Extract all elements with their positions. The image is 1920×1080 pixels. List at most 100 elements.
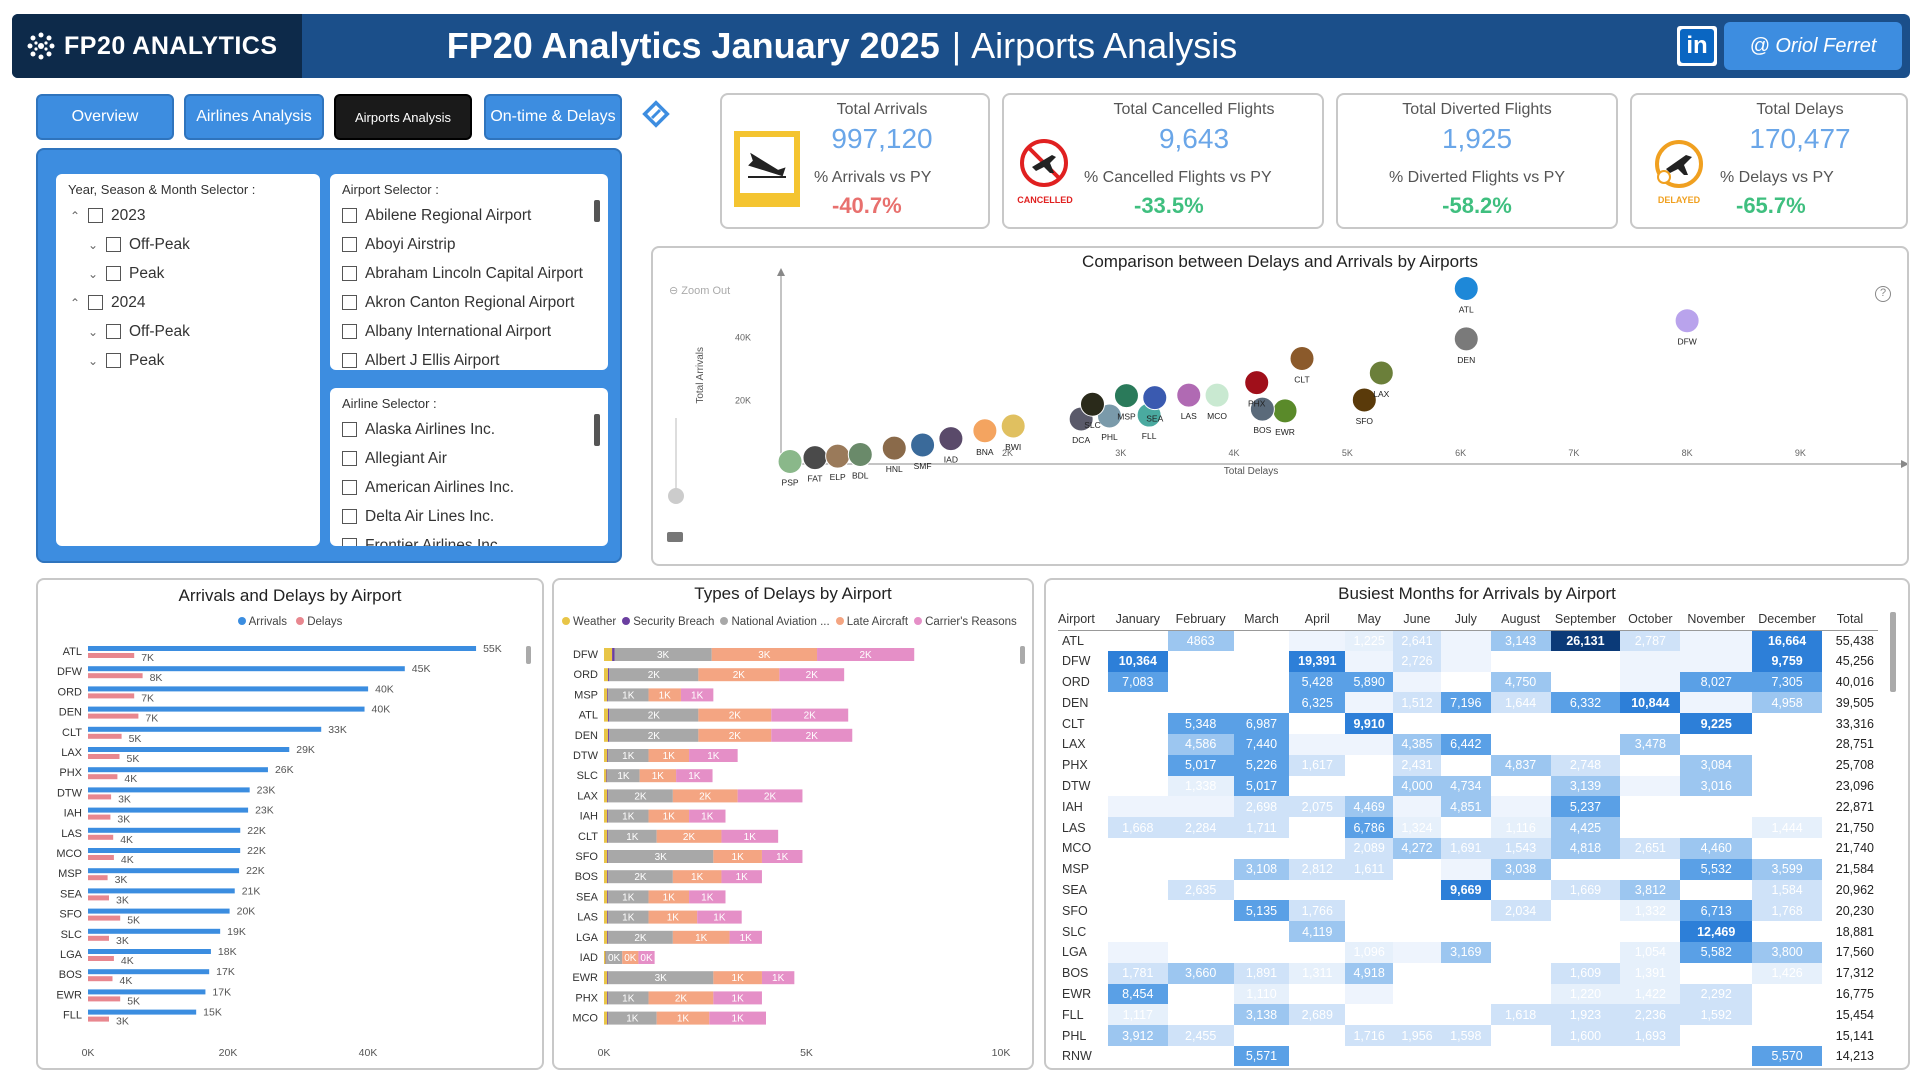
scatter-point[interactable] (1113, 383, 1139, 409)
heatmap-cell[interactable] (1345, 921, 1394, 942)
heatmap-row[interactable]: RNW 5,571 5,570 14,213 (1058, 1045, 1878, 1066)
heatmap-cell[interactable]: 5,226 (1233, 754, 1290, 776)
heatmap-row[interactable]: EWR 8,454 1,110 1,220 1,422 2,292 16,775 (1058, 983, 1878, 1005)
heatmap-row[interactable]: LGA 1,096 3,169 1,054 5,582 3,800 17,560 (1058, 941, 1878, 963)
delay-segment[interactable] (608, 930, 673, 944)
heatmap-column-header[interactable]: April (1289, 608, 1346, 631)
heatmap-scrollbar[interactable] (1890, 612, 1896, 692)
checkbox[interactable] (342, 208, 357, 223)
arrivals-bar[interactable] (88, 888, 235, 894)
heatmap-cell[interactable]: 1,324 (1393, 817, 1441, 838)
heatmap-cell[interactable] (1550, 650, 1621, 672)
delay-segment[interactable] (648, 688, 681, 702)
heatmap-cell[interactable]: 4,385 (1393, 733, 1441, 755)
eraser-icon[interactable] (640, 98, 672, 130)
heatmap-cell[interactable]: 3,138 (1233, 1004, 1290, 1026)
arrivals-bar[interactable] (88, 969, 210, 975)
heatmap-column-header[interactable]: August (1490, 608, 1551, 631)
heatmap-cell[interactable]: 7,440 (1233, 733, 1290, 755)
season-row[interactable]: ⌄ Peak (68, 346, 308, 375)
heatmap-cell[interactable] (1620, 921, 1681, 942)
delay-segment[interactable] (689, 749, 738, 762)
delay-segment[interactable] (622, 951, 639, 964)
heatmap-cell[interactable] (1680, 692, 1753, 714)
delay-segment[interactable] (604, 789, 608, 803)
delay-segment[interactable] (604, 708, 609, 722)
heatmap-column-header[interactable]: September (1550, 608, 1621, 631)
heatmap-cell[interactable]: 3,660 (1167, 962, 1234, 984)
delays-bar[interactable] (88, 935, 109, 941)
arrivals-bar[interactable] (88, 686, 369, 692)
heatmap-cell[interactable]: 2,812 (1289, 858, 1346, 880)
delay-segment[interactable] (604, 648, 613, 661)
heatmap-cell[interactable]: 1,426 (1752, 962, 1823, 984)
heatmap-cell[interactable] (1550, 900, 1621, 922)
heatmap-cell[interactable]: 3,169 (1440, 941, 1491, 963)
heatmap-cell[interactable]: 3,812 (1620, 879, 1681, 901)
delay-segment[interactable] (604, 688, 608, 702)
heatmap-cell[interactable] (1620, 796, 1681, 818)
heatmap-cell[interactable]: 1,768 (1752, 900, 1823, 922)
heatmap-cell[interactable] (1680, 796, 1753, 818)
heatmap-cell[interactable] (1550, 1045, 1621, 1066)
heatmap-row[interactable]: DEN 6,325 1,512 7,196 1,644 6,332 10,844 4,958 3… (1058, 692, 1878, 714)
delay-segment[interactable] (607, 991, 609, 1005)
heatmap-cell[interactable]: 12,469 (1680, 921, 1753, 942)
heatmap-cell[interactable] (1620, 754, 1681, 776)
heatmap-cell[interactable]: 9,669 (1440, 879, 1491, 901)
delay-segment[interactable] (680, 688, 714, 702)
heatmap-cell[interactable]: 3,478 (1620, 733, 1681, 755)
heatmap-cell[interactable] (1107, 796, 1168, 818)
heatmap-cell[interactable] (1440, 921, 1491, 942)
airport-option[interactable]: Aboyi Airstrip (342, 230, 596, 259)
heatmap-cell[interactable] (1167, 1045, 1234, 1066)
heatmap-cell[interactable] (1289, 983, 1346, 1005)
delays-bar[interactable] (88, 976, 113, 982)
scatter-point[interactable] (1176, 382, 1202, 408)
delay-segment[interactable] (607, 1011, 609, 1025)
heatmap-column-header[interactable]: February (1167, 608, 1234, 631)
delay-segment[interactable] (639, 769, 677, 783)
heatmap-cell[interactable] (1620, 817, 1681, 838)
delay-segment[interactable] (607, 910, 609, 924)
delays-bar[interactable] (88, 895, 109, 901)
delay-segment[interactable] (698, 708, 772, 722)
heatmap-cell[interactable] (1550, 941, 1621, 963)
heatmap-row[interactable]: MSP 3,108 2,812 1,611 3,038 5,532 3,599 21,584 (1058, 858, 1878, 880)
heatmap-cell[interactable] (1233, 692, 1290, 714)
heatmap-cell[interactable]: 4,000 (1393, 775, 1441, 797)
delay-segment[interactable] (648, 749, 690, 762)
delay-segment[interactable] (729, 930, 762, 944)
delay-segment[interactable] (609, 708, 699, 722)
delay-segment[interactable] (771, 728, 853, 742)
heatmap-cell[interactable] (1107, 858, 1168, 880)
heatmap-cell[interactable] (1107, 921, 1168, 942)
delay-segment[interactable] (604, 870, 608, 884)
heatmap-cell[interactable]: 9,759 (1752, 650, 1823, 672)
arrivals-bar[interactable] (88, 908, 230, 914)
heatmap-cell[interactable] (1490, 1045, 1551, 1066)
heatmap-column-header[interactable]: Total (1822, 608, 1878, 631)
delay-segment[interactable] (607, 930, 609, 944)
season-row[interactable]: ⌄ Peak (68, 259, 308, 288)
heatmap-cell[interactable] (1752, 983, 1823, 1005)
heatmap-cell[interactable] (1752, 837, 1823, 859)
heatmap-cell[interactable]: 4,460 (1680, 837, 1753, 859)
scatter-point[interactable] (910, 432, 936, 458)
heatmap-cell[interactable]: 4,750 (1490, 671, 1551, 693)
heatmap-cell[interactable] (1550, 858, 1621, 880)
airport-option[interactable]: Akron Canton Regional Airport (342, 288, 596, 317)
heatmap-cell[interactable] (1550, 713, 1621, 734)
delay-segment[interactable] (608, 708, 610, 722)
heatmap-cell[interactable] (1752, 1004, 1823, 1026)
delays-bar[interactable] (88, 834, 114, 840)
heatmap-cell[interactable]: 2,292 (1680, 983, 1753, 1005)
heatmap-cell[interactable] (1440, 754, 1491, 776)
heatmap-cell[interactable] (1345, 692, 1394, 714)
heatmap-cell[interactable] (1167, 941, 1234, 963)
delay-segment[interactable] (607, 809, 609, 823)
heatmap-column-header[interactable]: March (1233, 608, 1290, 631)
delay-segment[interactable] (697, 910, 742, 924)
heatmap-cell[interactable] (1490, 733, 1551, 755)
heatmap-cell[interactable]: 6,786 (1345, 817, 1394, 838)
